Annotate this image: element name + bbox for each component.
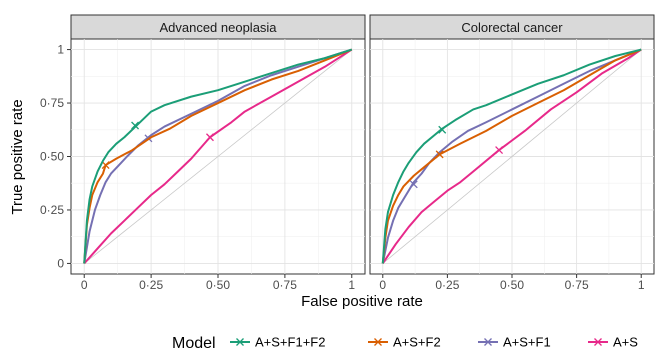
- y-tick-label: 0·75: [40, 96, 64, 110]
- series-line-a-s-f1: [83, 48, 353, 264]
- legend-key-marker: [236, 338, 244, 346]
- x-tick-label: 0: [379, 278, 386, 292]
- series-marker-a-s-f1-f2: [438, 125, 447, 134]
- facet-advanced-neoplasia: Advanced neoplasia: [70, 14, 366, 275]
- legend-label: A+S+F1: [503, 335, 551, 349]
- series-marker-a-s-f2: [101, 161, 110, 170]
- reference-diagonal: [382, 49, 642, 264]
- facet-title: Advanced neoplasia: [159, 20, 277, 35]
- y-tick-label: 0·25: [40, 203, 64, 217]
- x-axis-label: False positive rate: [301, 293, 423, 310]
- x-tick-label: 1: [638, 278, 645, 292]
- facet-colorectal-cancer: Colorectal cancer: [369, 14, 655, 275]
- legend-key-marker: [484, 338, 492, 346]
- series-layer: [381, 48, 642, 264]
- legend-label: A+S+F2: [393, 335, 441, 349]
- legend-title: Model: [172, 335, 216, 349]
- facet-strip: [70, 14, 366, 40]
- legend-label: A+S+F1+F2: [255, 335, 325, 349]
- grid-lines: [370, 39, 654, 274]
- series-marker-a-s-f1-f2: [131, 121, 140, 130]
- x-tick-label: 0·25: [139, 278, 163, 292]
- facet-title: Colorectal cancer: [461, 20, 563, 35]
- legend-item-a-s-f2: A+S+F2: [368, 335, 441, 349]
- x-tick-label: 1: [348, 278, 355, 292]
- series-line-a-s: [83, 48, 353, 265]
- x-tick-label: 0·25: [435, 278, 459, 292]
- reference-diagonal: [83, 49, 353, 264]
- y-axis-ticks: 0 0·25 0·50 0·75 1: [40, 43, 71, 270]
- y-tick-label: 0·50: [40, 150, 64, 164]
- legend-item-a-s: A+S: [588, 335, 638, 349]
- x-axis-ticks: 0 0·25 0·50 0·75 1 0 0·25 0·50 0·75 1: [81, 274, 645, 292]
- legend-item-a-s-f1: A+S+F1: [478, 335, 551, 349]
- series-line-a-s-f1: [381, 48, 642, 264]
- series-marker-a-s-f1: [409, 180, 418, 189]
- x-tick-label: 0·75: [565, 278, 589, 292]
- series-marker-a-s: [495, 146, 504, 155]
- series-marker-a-s: [206, 133, 214, 142]
- y-tick-label: 0: [57, 256, 64, 270]
- x-tick-label: 0: [81, 278, 88, 292]
- x-tick-label: 0·50: [500, 278, 524, 292]
- series-layer: [83, 48, 353, 265]
- series-marker-a-s-f2: [435, 150, 444, 159]
- x-tick-label: 0·50: [206, 278, 230, 292]
- legend-label: A+S: [613, 335, 638, 349]
- x-tick-label: 0·75: [273, 278, 297, 292]
- series-line-a-s-f1-f2: [381, 48, 642, 264]
- facet-strip: [369, 14, 655, 40]
- legend-key-marker: [374, 338, 382, 346]
- legend: Model A+S+F1+F2 A+S+F2 A+S+F1 A+S: [172, 335, 638, 349]
- series-line-a-s: [381, 48, 642, 264]
- y-axis-label: True positive rate: [9, 99, 26, 214]
- legend-item-a-s-f1-f2: A+S+F1+F2: [230, 335, 325, 349]
- series-line-a-s-f2: [83, 48, 353, 264]
- series-line-a-s-f1-f2: [83, 48, 353, 264]
- legend-key-marker: [594, 338, 602, 346]
- y-tick-label: 1: [57, 43, 64, 57]
